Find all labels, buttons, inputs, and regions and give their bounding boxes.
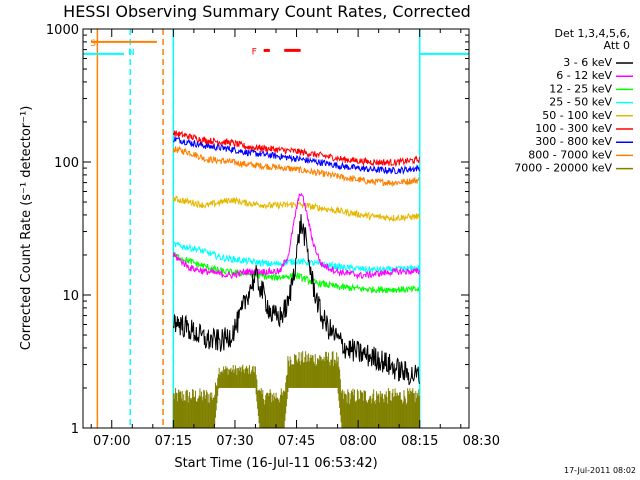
legend-label: 7000 - 20000 keV bbox=[514, 162, 612, 175]
legend-label: 50 - 100 keV bbox=[542, 109, 612, 122]
chart-title: HESSI Observing Summary Count Rates, Cor… bbox=[63, 2, 471, 21]
y-tick-label: 1000 bbox=[46, 23, 79, 38]
legend-label: 100 - 300 keV bbox=[535, 122, 612, 135]
plot-data-layer: SN F bbox=[83, 29, 469, 428]
series-12-25-kev bbox=[172, 252, 420, 294]
series-100-300-kev bbox=[172, 130, 420, 168]
x-tick-label: 07:00 bbox=[93, 434, 130, 449]
flag-label-n: N bbox=[128, 48, 135, 58]
series-6-12-kev bbox=[172, 192, 420, 280]
x-axis-label: Start Time (16-Jul-11 06:53:42) bbox=[174, 456, 377, 471]
legend-label: 12 - 25 keV bbox=[549, 82, 612, 95]
y-tick-label: 1 bbox=[71, 422, 79, 437]
y-tick-label: 10 bbox=[62, 289, 79, 304]
timestamp: 17-Jul-2011 08:02 bbox=[564, 466, 636, 475]
flag-label-f: F bbox=[252, 47, 257, 57]
y-axis-label: Corrected Count Rate (s⁻¹ detector⁻¹) bbox=[19, 106, 34, 351]
series-800-7000-kev bbox=[172, 145, 420, 188]
legend-label: 25 - 50 keV bbox=[549, 96, 612, 109]
legend-title-line-2: Att 0 bbox=[604, 39, 630, 52]
x-tick-label: 07:45 bbox=[278, 434, 315, 449]
series-25-50-kev bbox=[172, 241, 420, 274]
series-50-100-kev bbox=[172, 195, 420, 223]
x-tick-label: 08:30 bbox=[463, 434, 500, 449]
x-tick-label: 08:00 bbox=[339, 434, 376, 449]
x-tick-label: 07:30 bbox=[216, 434, 253, 449]
x-axis: 07:00 07:15 07:30 07:45 08:00 08:15 08:30 bbox=[90, 29, 500, 449]
series-7000-20000-kev bbox=[172, 351, 420, 428]
legend-label: 300 - 800 keV bbox=[535, 135, 612, 148]
legend-label: 6 - 12 keV bbox=[556, 69, 612, 82]
y-axis: 1 10 100 1000 bbox=[46, 23, 469, 437]
series-300-800-kev bbox=[172, 136, 420, 176]
legend-label: 3 - 6 keV bbox=[563, 56, 612, 69]
plot-area: SN F bbox=[83, 29, 469, 428]
legend-title-line-1: Det 1,3,4,5,6, bbox=[554, 27, 630, 40]
flag-label-s: S bbox=[90, 39, 96, 49]
legend-label: 800 - 7000 keV bbox=[528, 148, 612, 161]
x-tick-label: 08:15 bbox=[401, 434, 438, 449]
y-tick-label: 100 bbox=[54, 156, 79, 171]
x-tick-label: 07:15 bbox=[155, 434, 192, 449]
series-3-6-kev bbox=[172, 214, 420, 386]
